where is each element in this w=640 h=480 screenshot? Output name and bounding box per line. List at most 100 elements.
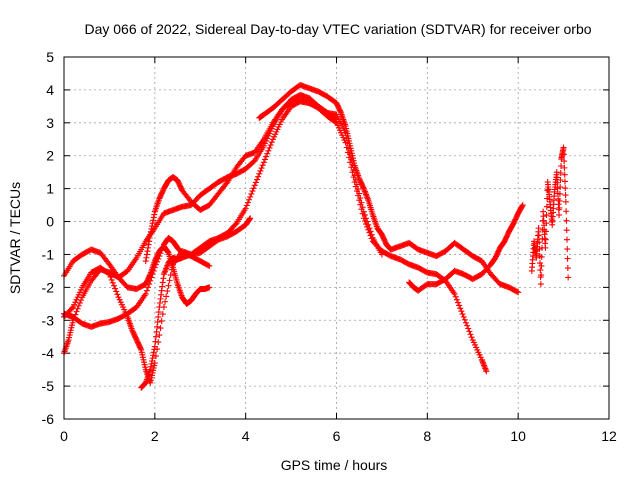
data-point <box>142 258 149 265</box>
data-point <box>482 366 489 373</box>
data-point <box>113 288 120 295</box>
x-axis-label: GPS time / hours <box>281 457 388 473</box>
x-tick-label: 8 <box>423 428 431 444</box>
data-point <box>363 191 370 198</box>
data-point <box>149 271 156 278</box>
data-point <box>165 282 172 289</box>
data-point <box>75 302 82 309</box>
data-point <box>145 284 152 291</box>
data-point <box>158 247 165 254</box>
data-point <box>164 262 171 269</box>
data-point <box>168 266 175 273</box>
data-point <box>109 279 116 286</box>
data-point <box>535 225 542 232</box>
data-point <box>159 311 166 318</box>
data-point <box>155 309 162 316</box>
data-point <box>148 225 155 232</box>
data-point <box>149 355 156 362</box>
data-point <box>562 178 569 185</box>
data-point <box>167 272 174 279</box>
data-point <box>137 345 144 352</box>
data-point <box>142 290 149 297</box>
y-tick-label: 0 <box>46 214 54 230</box>
data-point <box>145 244 152 251</box>
data-point <box>145 241 152 248</box>
data-point <box>154 258 161 265</box>
data-point <box>232 221 239 228</box>
data-point <box>366 225 373 232</box>
data-point <box>153 328 160 335</box>
data-point <box>150 267 157 274</box>
data-point <box>561 171 568 178</box>
data-point <box>556 190 563 197</box>
data-point <box>223 180 230 187</box>
data-point <box>146 235 153 241</box>
data-point <box>154 323 161 330</box>
data-point <box>154 318 161 325</box>
data-point <box>555 201 562 208</box>
data-point <box>112 285 119 292</box>
data-point <box>247 215 254 222</box>
data-point <box>147 366 154 373</box>
data-point <box>251 182 258 189</box>
series-arc-b <box>61 215 254 386</box>
data-point <box>537 281 544 288</box>
data-point <box>466 328 473 335</box>
series-arc-f <box>142 91 385 265</box>
data-point <box>155 255 162 262</box>
x-tick-label: 2 <box>151 428 159 444</box>
y-tick-label: -6 <box>42 411 55 427</box>
data-point <box>264 150 271 157</box>
data-point <box>364 218 371 225</box>
data-point <box>358 199 365 206</box>
data-point <box>256 170 263 177</box>
data-point <box>206 284 213 291</box>
y-tick-label: -1 <box>42 246 55 262</box>
data-point <box>556 197 563 204</box>
data-point <box>564 265 571 272</box>
data-point <box>71 314 78 321</box>
data-point <box>482 365 489 372</box>
data-point <box>561 158 568 165</box>
data-point <box>478 356 485 363</box>
data-point <box>356 190 363 197</box>
data-point <box>556 211 563 218</box>
data-point <box>156 299 163 306</box>
data-point <box>353 181 360 188</box>
data-point <box>148 223 155 230</box>
data-point <box>242 205 249 212</box>
data-point <box>244 199 251 206</box>
data-point <box>362 189 369 196</box>
data-point <box>110 282 117 289</box>
data-point <box>243 202 250 209</box>
data-point <box>159 244 166 251</box>
data-point <box>562 198 569 205</box>
data-point <box>257 167 264 174</box>
data-point <box>557 170 564 177</box>
data-point <box>247 193 254 200</box>
data-point <box>148 357 155 364</box>
data-point <box>542 244 549 251</box>
data-point <box>248 190 255 197</box>
data-point <box>332 118 339 125</box>
data-point <box>152 353 159 360</box>
data-point <box>543 211 550 218</box>
data-point <box>78 297 85 304</box>
data-point <box>149 220 156 227</box>
data-point <box>367 228 374 235</box>
data-point <box>265 147 272 154</box>
data-point <box>206 262 213 269</box>
data-point <box>163 293 170 300</box>
data-point <box>150 214 157 221</box>
data-point <box>143 251 150 258</box>
data-point <box>337 108 344 115</box>
data-point <box>152 338 159 345</box>
data-point <box>462 319 469 326</box>
data-point <box>468 334 475 341</box>
data-point <box>536 239 543 246</box>
data-point <box>148 360 155 367</box>
y-axis-label: SDTVAR / TECUs <box>7 182 23 294</box>
x-tick-label: 6 <box>333 428 341 444</box>
series-arc-i <box>528 144 572 288</box>
data-point <box>162 298 169 305</box>
